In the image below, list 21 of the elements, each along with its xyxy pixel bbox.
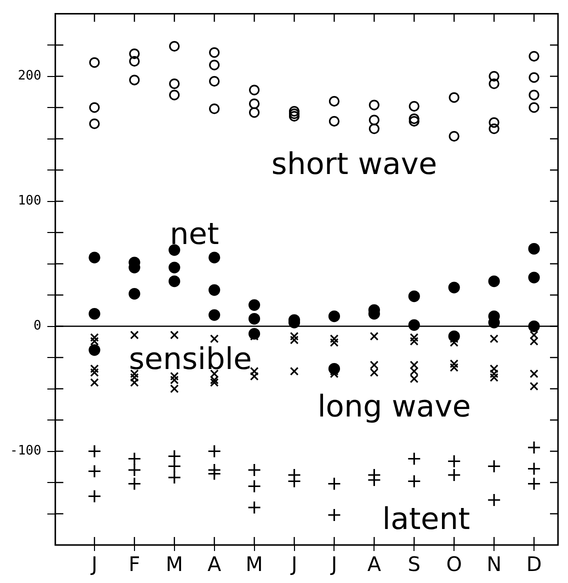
y-tick-label: 100: [18, 194, 42, 209]
x-tick-label: A: [367, 552, 382, 576]
series-label: short wave: [271, 147, 438, 182]
x-tick-label: O: [446, 552, 462, 576]
x-tick-label: D: [526, 552, 542, 576]
series-label: long wave: [317, 390, 471, 425]
x-tick-label: F: [128, 552, 140, 576]
y-tick-label: 0: [33, 318, 42, 334]
x-tick-label: M: [166, 552, 184, 576]
x-tick-label: N: [486, 552, 502, 576]
x-tick-label: S: [408, 552, 420, 576]
x-tick-label: A: [208, 552, 222, 576]
x-tick-label: J: [90, 552, 98, 576]
x-tick-label: M: [246, 552, 263, 576]
x-tick-label: J: [329, 552, 338, 576]
y-tick-label: -100: [10, 444, 42, 459]
series-label: latent: [382, 502, 470, 538]
x-tick-label: J: [289, 552, 298, 576]
series-label: sensible: [128, 342, 252, 378]
series-label: net: [170, 217, 220, 252]
y-tick-label: 200: [18, 68, 42, 84]
